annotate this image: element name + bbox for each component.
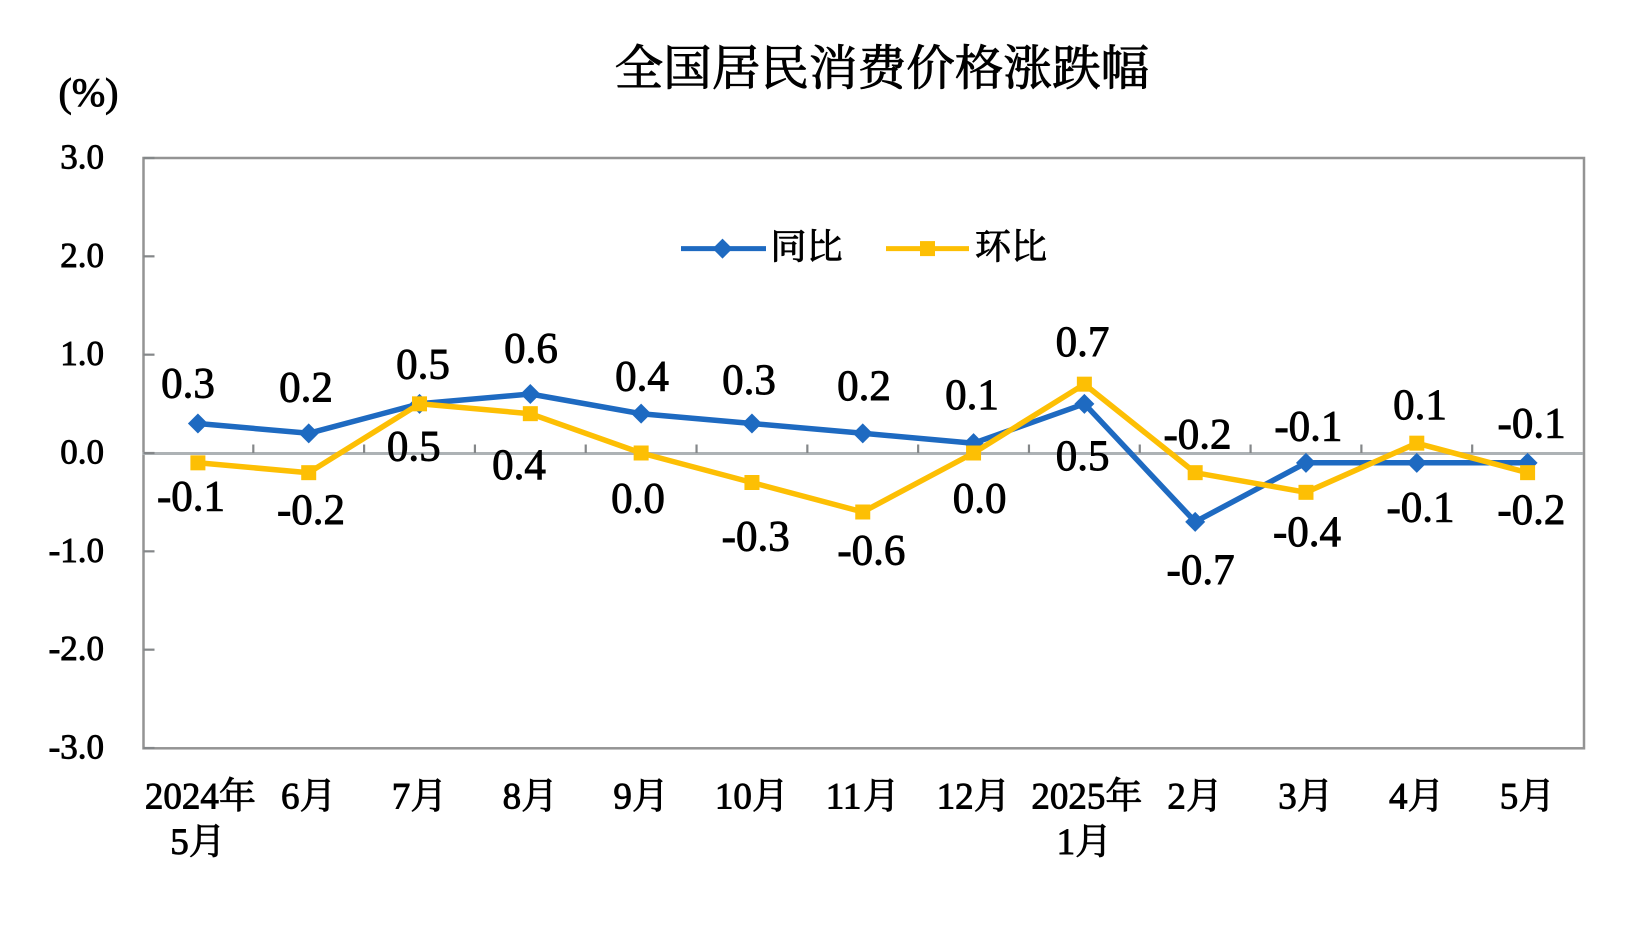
svg-text:-0.2: -0.2 [1497,487,1565,534]
svg-text:0.5: 0.5 [387,424,441,471]
svg-text:-0.1: -0.1 [1386,485,1454,532]
svg-text:0.6: 0.6 [504,326,558,373]
svg-text:6: 6 [281,777,300,818]
svg-text:0.2: 0.2 [279,365,333,412]
svg-text:4: 4 [1389,777,1408,818]
svg-text:8: 8 [503,777,521,818]
svg-text:-3.0: -3.0 [49,728,104,767]
svg-text:2.0: 2.0 [60,236,104,275]
svg-text:12: 12 [937,777,974,818]
svg-text:-0.2: -0.2 [1163,412,1231,459]
svg-text:0.1: 0.1 [1393,382,1447,429]
svg-text:11: 11 [826,777,862,818]
svg-text:-0.4: -0.4 [1273,509,1341,556]
svg-text:0.5: 0.5 [396,342,450,389]
svg-text:2024: 2024 [145,777,219,818]
svg-text:3.0: 3.0 [60,138,104,177]
svg-text:-1.0: -1.0 [49,531,104,570]
svg-text:5: 5 [170,822,189,863]
svg-text:9: 9 [613,777,632,818]
svg-text:-0.1: -0.1 [1498,401,1566,448]
svg-text:1.0: 1.0 [60,334,104,373]
svg-text:0.5: 0.5 [1056,433,1110,480]
svg-text:-0.1: -0.1 [157,474,225,521]
svg-text:0.0: 0.0 [953,476,1007,523]
svg-text:10: 10 [715,777,752,818]
svg-text:0.2: 0.2 [837,363,891,410]
svg-text:3: 3 [1278,777,1297,818]
svg-text:-0.3: -0.3 [722,514,790,561]
svg-text:1: 1 [1057,822,1076,863]
svg-text:0.4: 0.4 [615,354,669,401]
svg-text:2: 2 [1167,777,1186,818]
svg-text:0.1: 0.1 [945,372,999,419]
svg-text:0.3: 0.3 [722,357,776,404]
svg-text:0.4: 0.4 [492,442,546,489]
svg-text:0.0: 0.0 [60,433,104,472]
svg-text:0.7: 0.7 [1056,319,1110,366]
svg-text:-0.1: -0.1 [1274,404,1342,451]
svg-text:7: 7 [392,777,411,818]
svg-text:0.0: 0.0 [611,476,665,523]
svg-text:-2.0: -2.0 [49,629,104,668]
svg-text:-0.6: -0.6 [837,528,905,575]
svg-text:(%): (%) [59,70,119,115]
svg-text:0.3: 0.3 [161,361,215,408]
svg-text:2025: 2025 [1031,777,1105,818]
svg-text:-0.2: -0.2 [277,487,345,534]
svg-text:5: 5 [1500,777,1519,818]
svg-text:-0.7: -0.7 [1167,547,1235,594]
